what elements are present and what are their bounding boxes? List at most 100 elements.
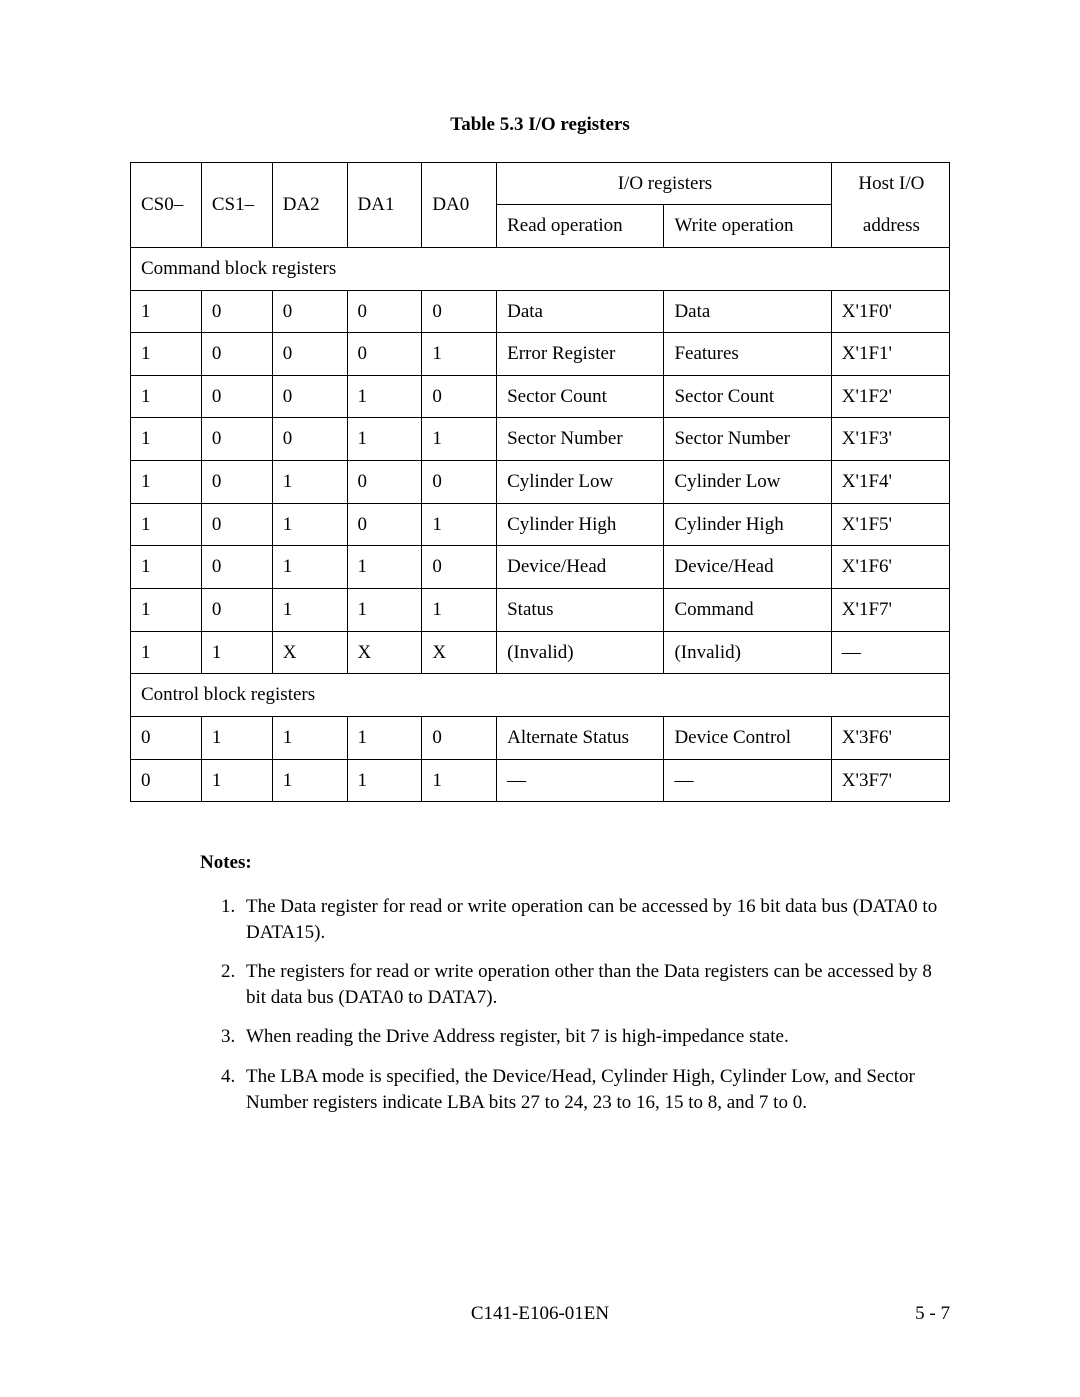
col-header-read: Read operation [497,205,664,248]
table-cell: 1 [131,418,202,461]
table-cell: X'3F7' [831,759,949,802]
table-cell: X'1F6' [831,546,949,589]
table-cell: 1 [131,546,202,589]
table-cell: 0 [272,290,347,333]
table-cell: Features [664,333,831,376]
table-cell: 1 [347,589,422,632]
table-row: 10000DataDataX'1F0' [131,290,950,333]
table-cell: Cylinder High [497,503,664,546]
table-cell: X'1F4' [831,461,949,504]
notes-heading: Notes: [200,850,950,876]
col-header-da0: DA0 [422,162,497,247]
col-header-hostio: Host I/O [831,162,949,205]
table-section-row: Control block registers [131,674,950,717]
table-cell: 0 [422,290,497,333]
table-cell: 0 [347,290,422,333]
table-cell: 1 [272,546,347,589]
table-cell: 0 [131,759,202,802]
table-row: 10101Cylinder HighCylinder HighX'1F5' [131,503,950,546]
table-cell: 0 [131,716,202,759]
table-cell: 0 [201,290,272,333]
table-row: 10001Error RegisterFeaturesX'1F1' [131,333,950,376]
table-cell: 1 [347,716,422,759]
table-cell: 0 [347,333,422,376]
io-registers-table: CS0– CS1– DA2 DA1 DA0 I/O registers Host… [130,162,950,803]
table-cell: 1 [422,589,497,632]
table-cell: (Invalid) [497,631,664,674]
table-cell: X'1F2' [831,375,949,418]
table-cell: X [347,631,422,674]
col-header-da2: DA2 [272,162,347,247]
note-item: The registers for read or write operatio… [240,959,950,1010]
table-cell: Sector Count [497,375,664,418]
table-row: 10111StatusCommandX'1F7' [131,589,950,632]
table-cell: 0 [201,333,272,376]
table-section-label: Command block registers [131,247,950,290]
table-cell: 1 [131,375,202,418]
table-cell: X'1F7' [831,589,949,632]
table-cell: X [422,631,497,674]
table-cell: 0 [201,418,272,461]
table-row: 10110Device/HeadDevice/HeadX'1F6' [131,546,950,589]
table-cell: 0 [347,461,422,504]
table-cell: 1 [347,759,422,802]
table-row: 11XXX(Invalid)(Invalid)— [131,631,950,674]
table-cell: X'1F5' [831,503,949,546]
table-cell: 0 [201,375,272,418]
table-cell: X'1F1' [831,333,949,376]
table-cell: 0 [201,503,272,546]
table-cell: Status [497,589,664,632]
table-cell: 1 [201,631,272,674]
table-cell: — [664,759,831,802]
table-cell: 0 [422,546,497,589]
table-cell: 1 [272,589,347,632]
table-cell: Error Register [497,333,664,376]
table-cell: 0 [272,375,347,418]
footer-doc-id: C141-E106-01EN [130,1301,950,1327]
table-section-label: Control block registers [131,674,950,717]
table-cell: Device/Head [497,546,664,589]
table-row: 01110Alternate StatusDevice ControlX'3F6… [131,716,950,759]
table-cell: Device Control [664,716,831,759]
col-header-io: I/O registers [497,162,832,205]
table-caption: Table 5.3 I/O registers [130,112,950,138]
table-cell: Cylinder Low [664,461,831,504]
table-row: 10100Cylinder LowCylinder LowX'1F4' [131,461,950,504]
table-cell: Device/Head [664,546,831,589]
table-cell: 1 [272,716,347,759]
col-header-cs1: CS1– [201,162,272,247]
table-cell: 1 [131,333,202,376]
table-cell: 1 [131,503,202,546]
table-cell: Command [664,589,831,632]
table-cell: 1 [347,546,422,589]
table-cell: 0 [422,716,497,759]
table-cell: 1 [272,759,347,802]
table-cell: X'3F6' [831,716,949,759]
table-cell: — [831,631,949,674]
table-cell: 0 [201,589,272,632]
table-cell: Cylinder Low [497,461,664,504]
table-cell: 1 [272,461,347,504]
table-cell: 1 [131,290,202,333]
col-header-da1: DA1 [347,162,422,247]
table-row: 01111——X'3F7' [131,759,950,802]
table-cell: Sector Count [664,375,831,418]
table-cell: 1 [131,631,202,674]
table-row: 10011Sector NumberSector NumberX'1F3' [131,418,950,461]
table-cell: 1 [347,418,422,461]
table-cell: 0 [201,546,272,589]
col-header-address: address [831,205,949,248]
footer-page-number: 5 - 7 [915,1301,950,1327]
table-cell: 1 [422,333,497,376]
note-item: When reading the Drive Address register,… [240,1024,950,1050]
table-cell: — [497,759,664,802]
table-cell: Sector Number [497,418,664,461]
table-cell: Sector Number [664,418,831,461]
note-item: The LBA mode is specified, the Device/He… [240,1064,950,1115]
table-cell: Data [497,290,664,333]
table-cell: 0 [272,418,347,461]
table-cell: 0 [347,503,422,546]
col-header-write: Write operation [664,205,831,248]
table-cell: 1 [422,759,497,802]
table-cell: X'1F0' [831,290,949,333]
